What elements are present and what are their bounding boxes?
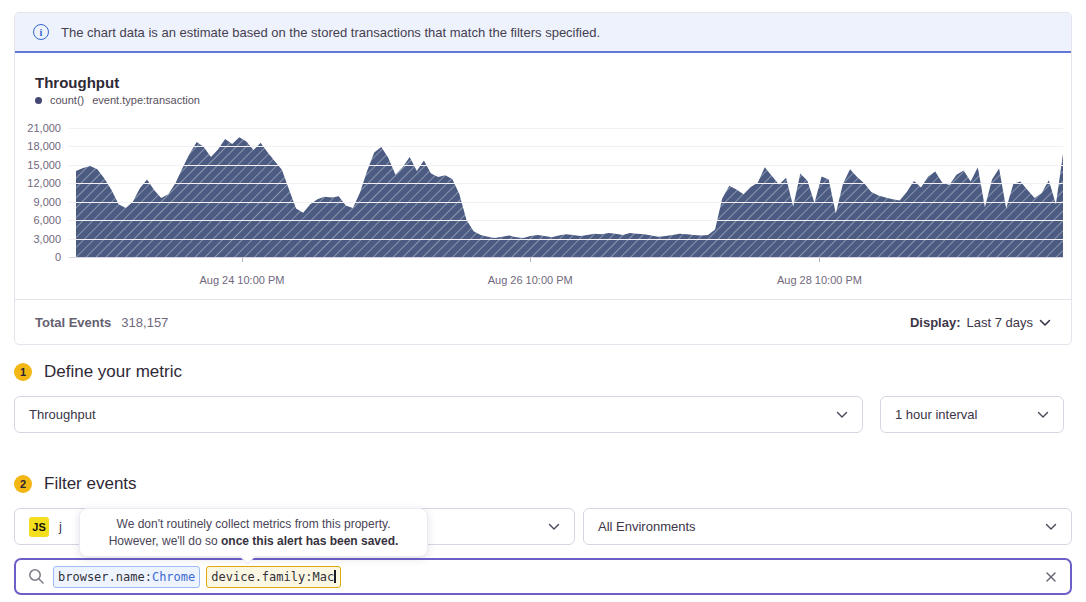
chart-title: Throughput (35, 74, 119, 91)
interval-select[interactable]: 1 hour interval (880, 396, 1064, 433)
gridline (69, 257, 1063, 258)
total-events-value: 318,157 (121, 315, 168, 330)
y-axis-labels: 21,00018,00015,00012,0009,0006,0003,0000 (15, 128, 61, 257)
chevron-down-icon (1039, 315, 1051, 330)
search-icon (28, 568, 45, 585)
info-banner-text: The chart data is an estimate based on t… (61, 25, 600, 40)
total-events-label: Total Events (35, 315, 111, 330)
y-axis-tick-label: 21,000 (15, 122, 61, 134)
section-2-title: Filter events (44, 474, 137, 494)
x-axis-tick (530, 258, 531, 262)
section-filter-events: 2 Filter events (14, 474, 137, 494)
step-1-badge: 1 (14, 363, 32, 381)
chart-legend: count() event.type:transaction (35, 94, 200, 106)
gridline (69, 128, 1063, 129)
x-axis-tick-label: Aug 24 10:00 PM (182, 274, 302, 286)
legend-dot-icon (35, 97, 42, 104)
y-axis-tick-label: 15,000 (15, 159, 61, 171)
section-define-metric: 1 Define your metric (14, 362, 182, 382)
tooltip-line-2: However, we'll do so once this alert has… (109, 533, 399, 550)
legend-filter: event.type:transaction (92, 94, 200, 106)
tooltip-line-1: We don't routinely collect metrics from … (117, 516, 391, 533)
gridline (69, 146, 1063, 147)
legend-metric: count() (50, 94, 84, 106)
gridline (69, 239, 1063, 240)
y-axis-tick-label: 0 (15, 251, 61, 263)
environment-select-value: All Environments (598, 519, 696, 534)
project-select-value: j (59, 519, 62, 534)
javascript-platform-icon: JS (29, 517, 49, 537)
gridline (69, 220, 1063, 221)
chevron-down-icon (836, 411, 848, 419)
y-axis-tick-label: 6,000 (15, 214, 61, 226)
y-axis-tick-label: 3,000 (15, 233, 61, 245)
clear-search-icon[interactable] (1044, 570, 1058, 584)
display-range-select[interactable]: Display: Last 7 days (910, 315, 1051, 330)
interval-select-value: 1 hour interval (895, 407, 977, 422)
filter-token-key: browser.name: (58, 570, 152, 584)
gridline (69, 183, 1063, 184)
chart-plot[interactable]: Aug 24 10:00 PMAug 26 10:00 PMAug 28 10:… (69, 128, 1063, 257)
gridline (69, 165, 1063, 166)
display-label: Display: (910, 315, 961, 330)
filter-token-key: device.family: (211, 570, 312, 584)
info-banner: i The chart data is an estimate based on… (15, 13, 1071, 53)
chart-panel-footer: Total Events 318,157 Display: Last 7 days (15, 299, 1071, 344)
filter-token[interactable]: device.family:Mac (206, 566, 340, 588)
filter-token-value: Mac (312, 570, 334, 584)
x-axis-tick-label: Aug 28 10:00 PM (759, 274, 879, 286)
x-axis-tick (819, 258, 820, 262)
metric-property-tooltip: We don't routinely collect metrics from … (79, 508, 428, 557)
gridline (69, 202, 1063, 203)
text-cursor (334, 570, 336, 583)
x-axis-tick-label: Aug 26 10:00 PM (470, 274, 590, 286)
filter-token-value: Chrome (152, 570, 195, 584)
search-tokens: browser.name:Chrome device.family:Mac (53, 566, 1036, 588)
chevron-down-icon (548, 523, 560, 531)
x-axis-tick (242, 258, 243, 262)
chart-body: 21,00018,00015,00012,0009,0006,0003,0000… (69, 128, 1063, 298)
y-axis-tick-label: 9,000 (15, 196, 61, 208)
y-axis-tick-label: 12,000 (15, 177, 61, 189)
metric-select-value: Throughput (29, 407, 96, 422)
total-events: Total Events 318,157 (35, 315, 168, 330)
chevron-down-icon (1045, 523, 1057, 531)
y-axis-tick-label: 18,000 (15, 140, 61, 152)
environment-select[interactable]: All Environments (583, 508, 1072, 545)
step-2-badge: 2 (14, 475, 32, 493)
chevron-down-icon (1037, 411, 1049, 419)
info-icon: i (33, 24, 49, 40)
filter-token[interactable]: browser.name:Chrome (53, 566, 200, 588)
chart-panel: i The chart data is an estimate based on… (14, 12, 1072, 345)
section-1-title: Define your metric (44, 362, 182, 382)
display-value: Last 7 days (967, 315, 1034, 330)
filter-search-input[interactable]: browser.name:Chrome device.family:Mac (14, 558, 1072, 595)
metric-select[interactable]: Throughput (14, 396, 863, 433)
